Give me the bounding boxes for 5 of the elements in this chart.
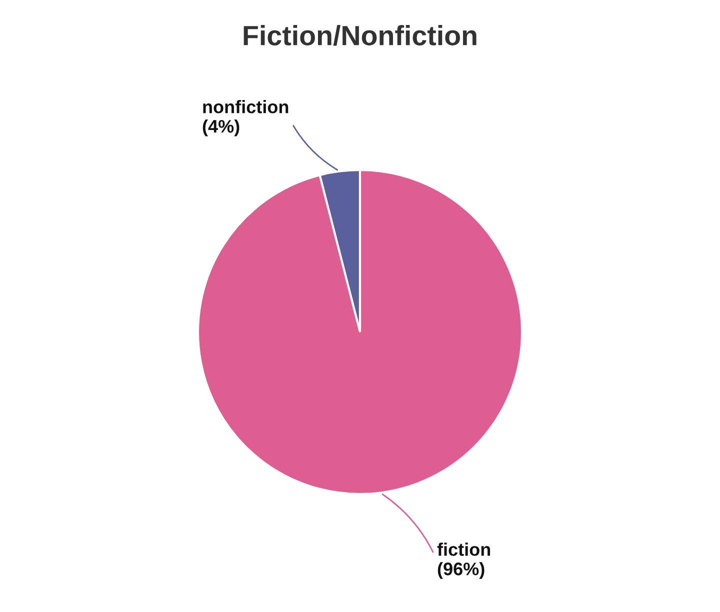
data-label: (4%) [202,119,240,136]
data-label: (96%) [438,562,484,579]
slice-label: nonfiction [203,100,288,114]
slice-label: fiction [437,542,490,556]
chart-title: Fiction/Nonfiction [244,25,476,46]
